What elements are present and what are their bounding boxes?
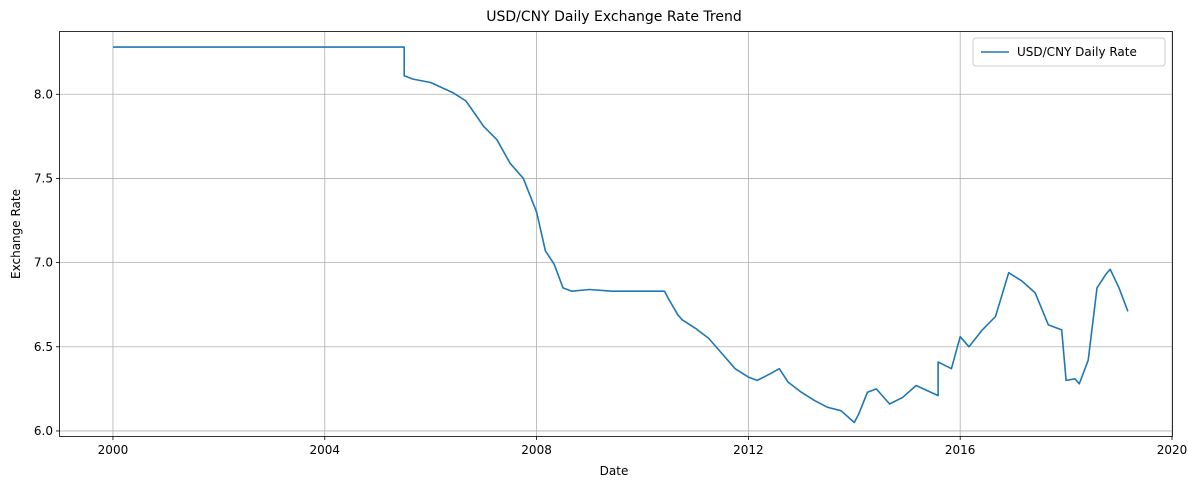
series-line (113, 46, 1129, 424)
plot-frame (59, 31, 1173, 437)
x-axis: 2000 2004 2008 2012 2016 2020 (98, 436, 1188, 457)
legend-label: USD/CNY Daily Rate (1017, 45, 1137, 59)
x-tick-label: 2004 (309, 443, 340, 457)
x-tick-label: 2016 (945, 443, 976, 457)
x-tick-label: 2012 (733, 443, 764, 457)
x-axis-label: Date (600, 464, 629, 478)
grid-lines (60, 32, 1173, 436)
x-tick-label: 2000 (98, 443, 129, 457)
x-tick-label: 2020 (1157, 443, 1188, 457)
y-axis: 6.0 6.5 7.0 7.5 8.0 (34, 87, 60, 438)
legend-box (972, 37, 1166, 67)
series-layer (113, 46, 1129, 424)
y-axis-label: Exchange Rate (9, 189, 23, 279)
x-tick-label: 2008 (521, 443, 552, 457)
y-tick-label: 6.5 (34, 340, 53, 354)
y-tick-label: 7.0 (34, 256, 53, 270)
y-tick-label: 6.0 (34, 424, 53, 438)
legend: USD/CNY Daily Rate (972, 37, 1166, 67)
y-tick-label: 8.0 (34, 87, 53, 101)
chart-title: USD/CNY Daily Exchange Rate Trend (486, 9, 741, 25)
y-tick-label: 7.5 (34, 171, 53, 185)
